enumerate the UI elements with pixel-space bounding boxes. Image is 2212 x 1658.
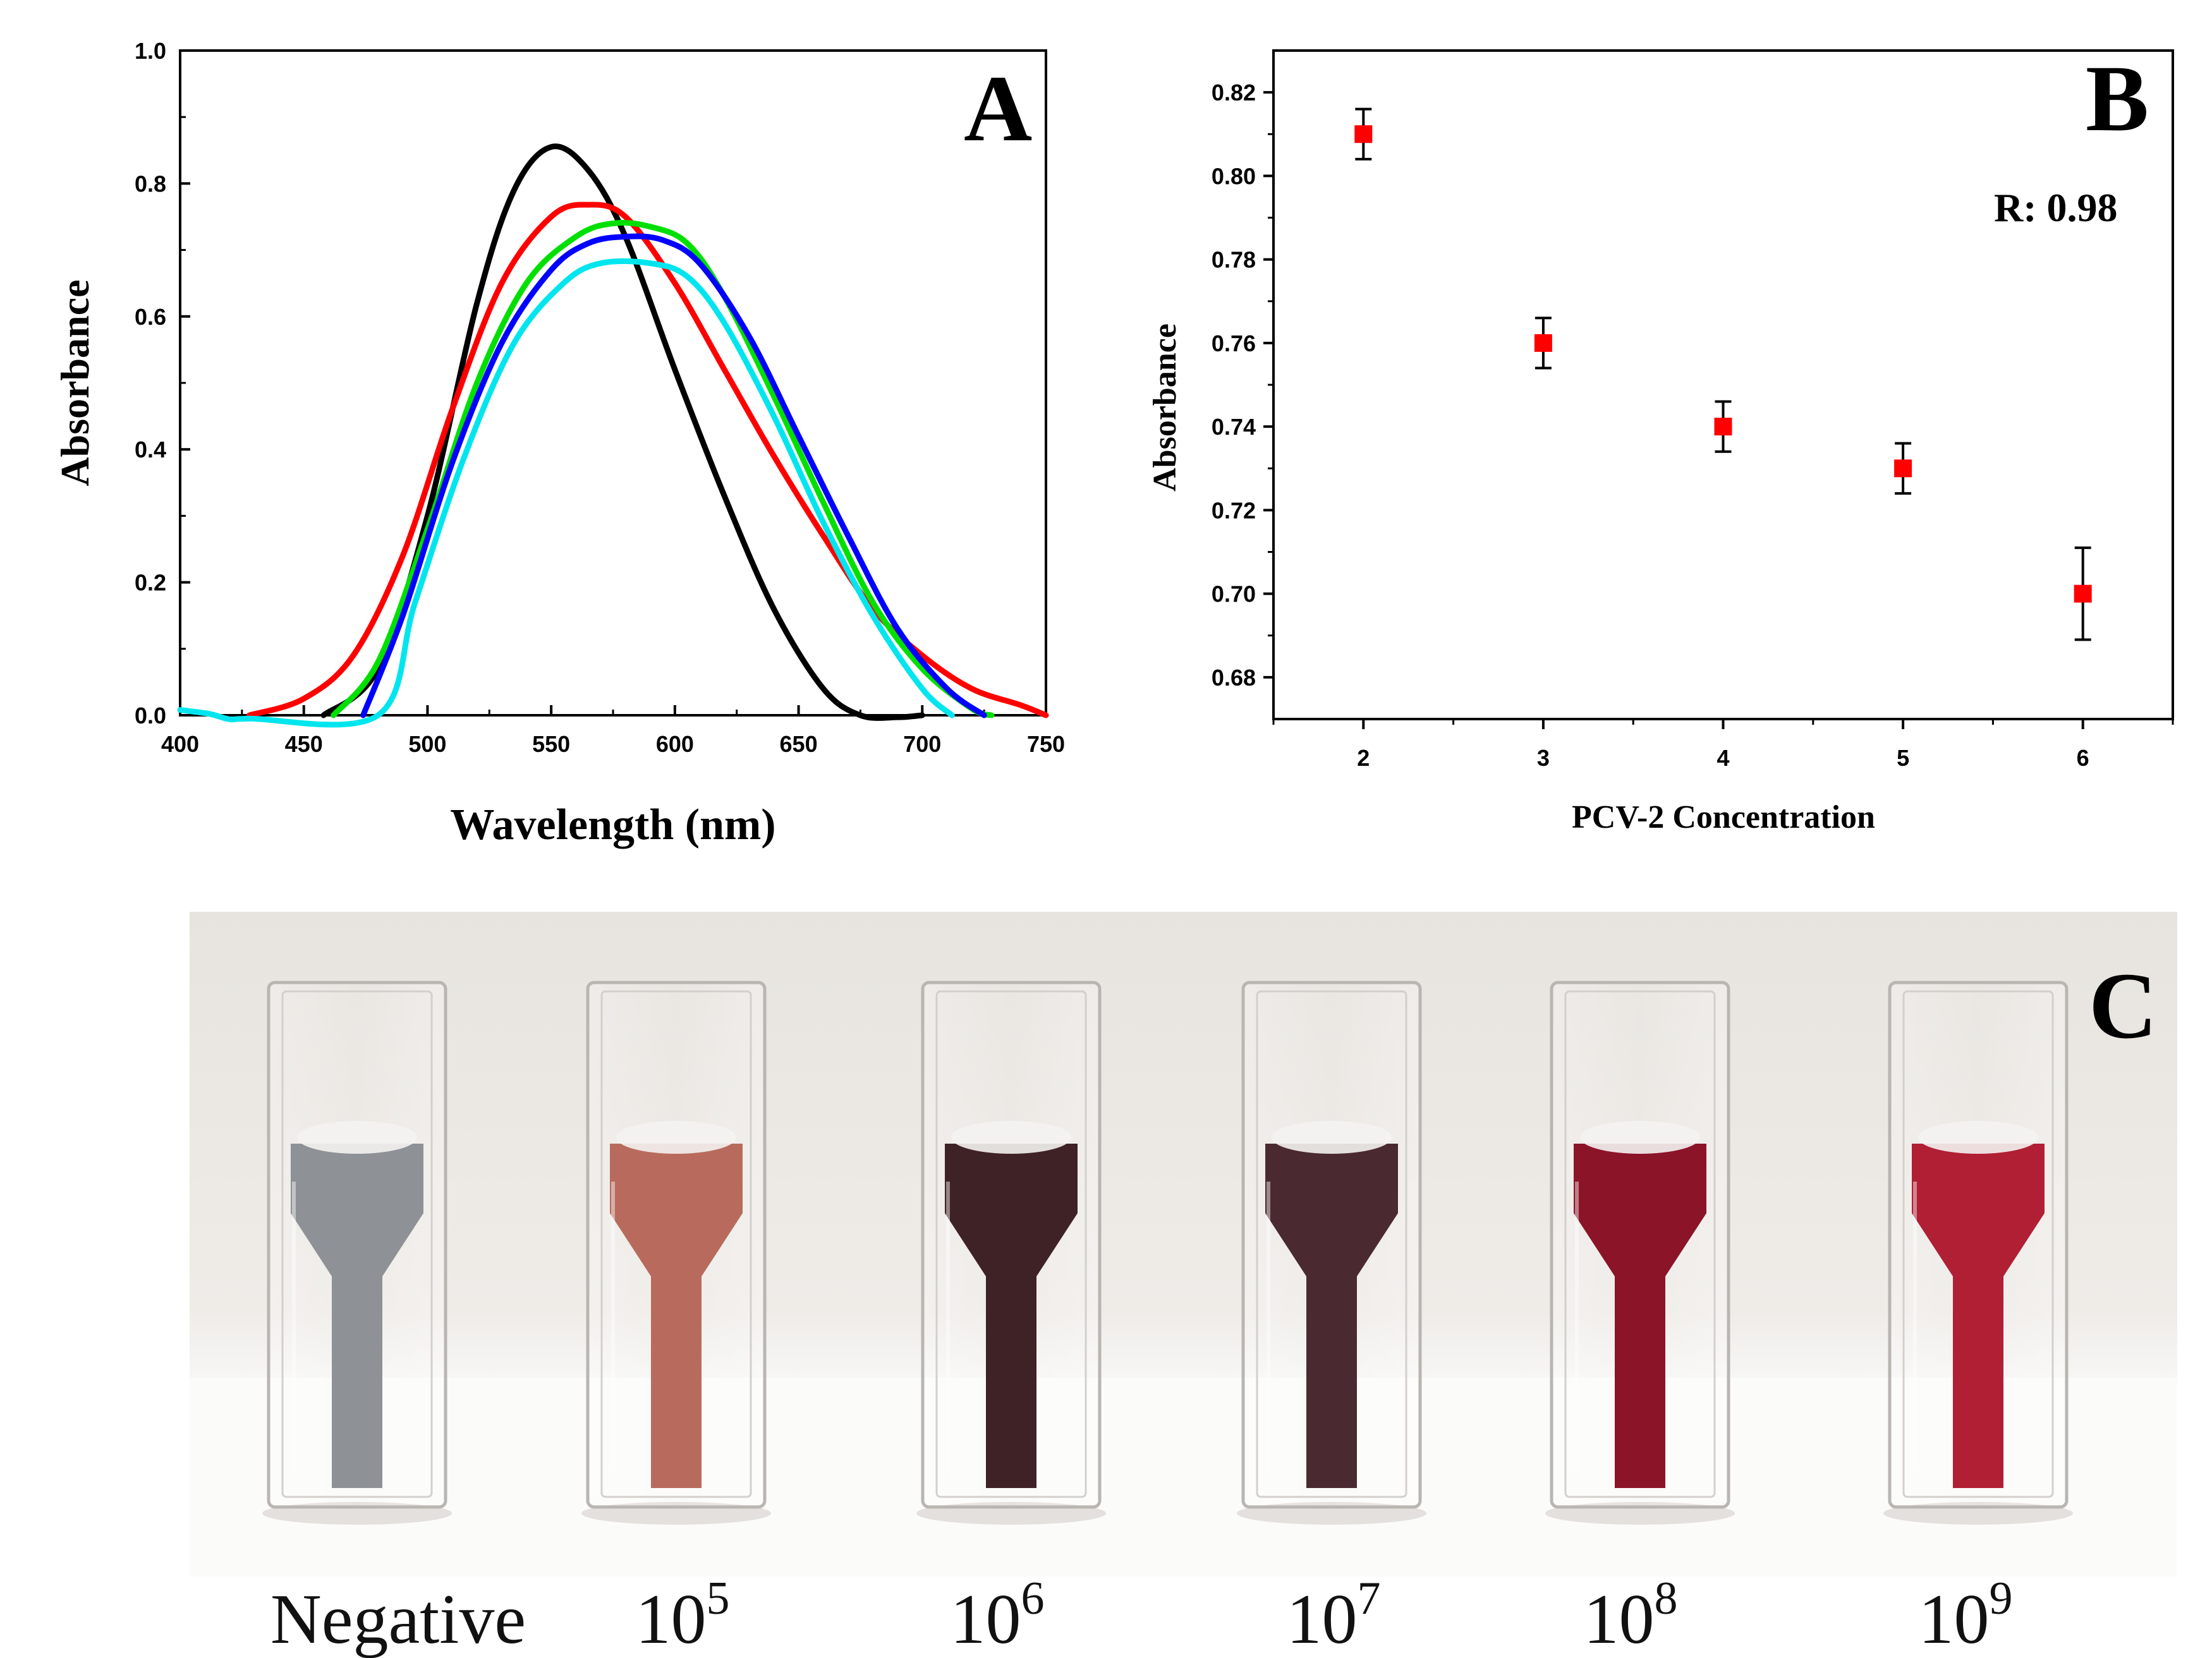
chart-a-xlabel: Wavelength (nm): [450, 801, 775, 849]
concentration-label: 109: [1919, 1573, 2013, 1658]
concentration-label-base: 10: [1287, 1580, 1358, 1658]
chart-b-ytick-label: 0.78: [1212, 247, 1256, 273]
concentration-label-exponent: 8: [1655, 1573, 1678, 1625]
chart-a-xtick-label: 750: [1027, 731, 1065, 757]
chart-a: 400 450 500 550 600 650 700 750 0.0 0.2 0.4 0.6 0.8 1…: [52, 38, 1065, 849]
chart-a-ytick-label: 0.8: [135, 171, 166, 197]
panel-label-a: A: [964, 56, 1032, 161]
cuvette-liquid: [945, 1144, 1078, 1488]
cuvette-meniscus: [1272, 1121, 1392, 1154]
cuvette-liquid: [1265, 1144, 1398, 1488]
chart-b-ylabel: Absorbance: [1147, 324, 1183, 492]
chart-a-ylabel: Absorbance: [52, 279, 97, 486]
cuvette-inner-wall: [935, 990, 1087, 1498]
concentration-label: 106: [951, 1573, 1045, 1658]
cuvette: [1237, 981, 1426, 1525]
chart-b-ytick-label: 0.80: [1212, 163, 1256, 189]
cuvette-inner-wall: [1902, 990, 2054, 1498]
chart-a-xtick-label: 700: [903, 731, 941, 757]
chart-a-series-line-0: [320, 143, 925, 721]
cuvette-meniscus: [616, 1121, 736, 1154]
chart-b-ytick-label: 0.82: [1212, 80, 1256, 106]
concentration-label-exponent: 6: [1021, 1573, 1045, 1625]
chart-a-ticks: 400 450 500 550 600 650 700 750 0.0 0.2 0.4 0.6 0.8 1…: [135, 38, 1065, 757]
concentration-label-base: 10: [636, 1580, 707, 1658]
concentration-label: 105: [636, 1573, 730, 1658]
cuvette-meniscus: [1918, 1121, 2038, 1154]
cuvette: [262, 981, 452, 1525]
chart-b-point: [2074, 584, 2092, 603]
chart-b-ytick-label: 0.76: [1212, 330, 1256, 356]
chart-a-xtick-label: 600: [656, 731, 694, 757]
cuvette-inner-wall: [281, 990, 433, 1498]
cuvette-liquid: [1574, 1144, 1706, 1488]
chart-b-points: [1354, 107, 2092, 641]
cuvette-meniscus: [297, 1121, 417, 1154]
chart-a-ytick-label: 0.4: [135, 437, 166, 463]
cuvette-liquid: [610, 1144, 743, 1488]
concentration-label-base: 10: [1919, 1580, 1990, 1658]
concentration-label-exponent: 5: [707, 1573, 730, 1625]
chart-b-xtick-label: 5: [1897, 745, 1909, 771]
concentration-label-base: 10: [1584, 1580, 1655, 1658]
chart-b-xtick-label: 2: [1357, 745, 1370, 771]
chart-a-xtick-label: 550: [532, 731, 570, 757]
chart-b-ytick-label: 0.70: [1212, 581, 1256, 607]
cuvette-row: [262, 981, 2073, 1525]
chart-b-ticks: 2 3 4 5 6 0.68 0.70 0.72 0.74 0.76 0.78 0.80 0.82: [1212, 80, 2174, 771]
chart-a-xtick-label: 450: [285, 731, 323, 757]
chart-a-ytick-label: 1.0: [135, 38, 166, 64]
table-surface: [190, 1377, 2177, 1576]
chart-b-xtick-label: 6: [2077, 745, 2089, 771]
concentration-label: 108: [1584, 1573, 1678, 1658]
cuvette: [1883, 981, 2073, 1525]
chart-a-frame: [179, 49, 1047, 717]
chart-b-ytick-label: 0.68: [1212, 665, 1256, 691]
cuvette-inner-wall: [1564, 990, 1716, 1498]
concentration-label-base: 10: [951, 1580, 1021, 1658]
chart-b-annotation: R: 0.98: [1994, 185, 2118, 230]
cuvette: [916, 981, 1106, 1525]
chart-a-xtick-label: 400: [161, 731, 199, 757]
chart-a-xtick-label: 500: [408, 731, 446, 757]
concentration-labels: Negative 105 106 107 108 109: [270, 1573, 2013, 1658]
cuvette-photo: C: [190, 912, 2177, 1576]
cuvette-inner-wall: [600, 990, 752, 1498]
concentration-label-exponent: 7: [1358, 1573, 1381, 1625]
chart-a-ytick-label: 0.0: [135, 703, 166, 729]
chart-a-ytick-label: 0.6: [135, 304, 166, 330]
chart-b-point: [1534, 334, 1552, 352]
chart-b-xlabel: PCV-2 Concentration: [1572, 799, 1875, 835]
panel-label-c: C: [2089, 953, 2157, 1058]
chart-a-series-line-1: [246, 202, 1049, 718]
cuvette: [1545, 981, 1735, 1525]
cuvette-meniscus: [1580, 1121, 1700, 1154]
concentration-label: 107: [1287, 1573, 1381, 1658]
chart-b-xtick-label: 3: [1537, 745, 1550, 771]
chart-a-series-line-4: [177, 258, 955, 728]
panel-label-b: B: [2086, 46, 2149, 151]
concentration-label-exponent: 9: [1990, 1573, 2013, 1625]
chart-b-ytick-label: 0.72: [1212, 497, 1256, 523]
chart-b-point: [1714, 418, 1732, 436]
cuvette-liquid: [291, 1144, 423, 1488]
chart-b-ytick-label: 0.74: [1212, 414, 1256, 440]
chart-b-point: [1354, 125, 1373, 143]
chart-a-series-line-3: [360, 233, 987, 718]
cuvette: [581, 981, 771, 1525]
chart-b-xtick-label: 4: [1717, 745, 1729, 771]
chart-b-frame: [1272, 49, 2174, 720]
cuvette-liquid: [1912, 1144, 2045, 1488]
concentration-label: Negative: [270, 1580, 526, 1658]
cuvette-inner-wall: [1256, 990, 1407, 1498]
chart-a-series: [177, 143, 1049, 728]
cuvette-meniscus: [951, 1121, 1071, 1154]
chart-a-ytick-label: 0.2: [135, 570, 166, 596]
chart-b-point: [1894, 459, 1912, 478]
concentration-label-base: Negative: [270, 1580, 526, 1658]
chart-a-xtick-label: 650: [780, 731, 818, 757]
chart-b: 2 3 4 5 60.680.700.720.740.760.780.800.82 B …: [1147, 46, 2174, 835]
